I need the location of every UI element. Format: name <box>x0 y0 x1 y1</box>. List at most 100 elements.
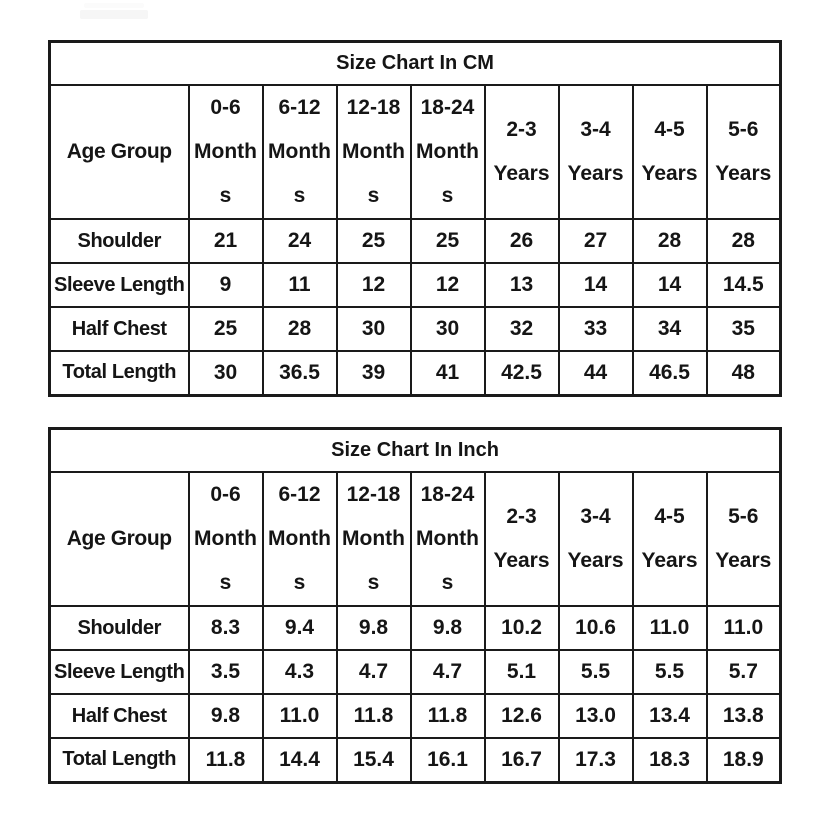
value-cell: 14 <box>557 262 634 308</box>
value-cell: 12 <box>335 262 412 308</box>
column-header: 12-18 Month s <box>335 471 412 607</box>
column-header-label: 5-6 Years <box>715 505 772 572</box>
age-group-header: Age Group <box>48 471 190 607</box>
value-cell: 48 <box>705 350 782 396</box>
value-cell: 39 <box>335 350 412 396</box>
value-cell: 11.8 <box>409 693 486 739</box>
value-cell: 14.4 <box>261 737 338 783</box>
value-cell: 18.9 <box>705 737 782 783</box>
value-cell: 13.4 <box>631 693 708 739</box>
column-header-label: 12-18 Month s <box>342 96 405 207</box>
row-label: Shoulder <box>48 605 190 651</box>
value-cell: 4.7 <box>335 649 412 695</box>
table-body: Shoulder 21 24 25 25 26 27 28 28 Sleeve Length 9 11… <box>48 218 782 396</box>
column-header-label: 5-6 Years <box>715 118 772 185</box>
column-header: 5-6 Years <box>705 84 782 220</box>
column-header-label: 4-5 Years <box>641 118 698 185</box>
value-cell: 13.8 <box>705 693 782 739</box>
table-body: Shoulder 8.3 9.4 9.8 9.8 10.2 10.6 11.0 11.0 Slee… <box>48 605 782 783</box>
value-cell: 17.3 <box>557 737 634 783</box>
column-header: 3-4 Years <box>557 84 634 220</box>
table-title-row: Size Chart In CM <box>48 40 782 86</box>
value-cell: 28 <box>631 218 708 264</box>
value-cell: 44 <box>557 350 634 396</box>
value-cell: 8.3 <box>187 605 264 651</box>
value-cell: 12 <box>409 262 486 308</box>
value-cell: 11.0 <box>631 605 708 651</box>
age-group-header: Age Group <box>48 84 190 220</box>
column-header: 0-6 Month s <box>187 84 264 220</box>
value-cell: 41 <box>409 350 486 396</box>
value-cell: 11.0 <box>261 693 338 739</box>
value-cell: 24 <box>261 218 338 264</box>
value-cell: 21 <box>187 218 264 264</box>
column-header-label: 6-12 Month s <box>268 483 331 594</box>
column-header-label: 0-6 Month s <box>194 96 257 207</box>
column-header: 4-5 Years <box>631 84 708 220</box>
table-row: Half Chest 25 28 30 30 32 33 34 35 <box>48 306 782 352</box>
value-cell: 25 <box>335 218 412 264</box>
value-cell: 25 <box>409 218 486 264</box>
watermark-badge-top <box>84 3 144 8</box>
value-cell: 9.8 <box>409 605 486 651</box>
column-header: 5-6 Years <box>705 471 782 607</box>
value-cell: 30 <box>187 350 264 396</box>
table-row: Shoulder 21 24 25 25 26 27 28 28 <box>48 218 782 264</box>
column-header: 3-4 Years <box>557 471 634 607</box>
header-row: Age Group 0-6 Month s 6-12 Month s 12-18 Mo… <box>48 84 782 220</box>
value-cell: 15.4 <box>335 737 412 783</box>
value-cell: 11.8 <box>187 737 264 783</box>
column-header: 18-24 Month s <box>409 471 486 607</box>
value-cell: 27 <box>557 218 634 264</box>
value-cell: 18.3 <box>631 737 708 783</box>
column-header-label: 3-4 Years <box>567 505 624 572</box>
table-row: Total Length 30 36.5 39 41 42.5 44 46.5 48 <box>48 350 782 396</box>
column-header-label: 4-5 Years <box>641 505 698 572</box>
value-cell: 13 <box>483 262 560 308</box>
value-cell: 11.8 <box>335 693 412 739</box>
row-label: Shoulder <box>48 218 190 264</box>
value-cell: 30 <box>409 306 486 352</box>
column-header-label: 3-4 Years <box>567 118 624 185</box>
row-label: Total Length <box>48 737 190 783</box>
value-cell: 28 <box>261 306 338 352</box>
column-header-label: 18-24 Month s <box>416 483 479 594</box>
column-header-label: 2-3 Years <box>493 118 550 185</box>
value-cell: 35 <box>705 306 782 352</box>
value-cell: 30 <box>335 306 412 352</box>
value-cell: 5.5 <box>631 649 708 695</box>
value-cell: 11.0 <box>705 605 782 651</box>
table-title-row: Size Chart In Inch <box>48 427 782 473</box>
value-cell: 16.7 <box>483 737 560 783</box>
row-label: Half Chest <box>48 306 190 352</box>
value-cell: 32 <box>483 306 560 352</box>
value-cell: 9.4 <box>261 605 338 651</box>
table-row: Shoulder 8.3 9.4 9.8 9.8 10.2 10.6 11.0 11.0 <box>48 605 782 651</box>
row-label: Half Chest <box>48 693 190 739</box>
size-chart-cm-table: Size Chart In CM Age Group 0-6 Month s 6-1… <box>48 40 783 397</box>
column-header: 2-3 Years <box>483 471 560 607</box>
column-header-label: 0-6 Month s <box>194 483 257 594</box>
value-cell: 9.8 <box>335 605 412 651</box>
value-cell: 25 <box>187 306 264 352</box>
value-cell: 26 <box>483 218 560 264</box>
row-label: Sleeve Length <box>48 262 190 308</box>
table-title: Size Chart In CM <box>48 40 782 86</box>
value-cell: 16.1 <box>409 737 486 783</box>
value-cell: 4.3 <box>261 649 338 695</box>
value-cell: 5.7 <box>705 649 782 695</box>
value-cell: 28 <box>705 218 782 264</box>
table-row: Sleeve Length 3.5 4.3 4.7 4.7 5.1 5.5 5.5 5.7 <box>48 649 782 695</box>
value-cell: 14 <box>631 262 708 308</box>
column-header-label: 6-12 Month s <box>268 96 331 207</box>
value-cell: 3.5 <box>187 649 264 695</box>
table-title: Size Chart In Inch <box>48 427 782 473</box>
watermark-badge <box>80 10 148 19</box>
value-cell: 9 <box>187 262 264 308</box>
column-header-label: 18-24 Month s <box>416 96 479 207</box>
table-row: Half Chest 9.8 11.0 11.8 11.8 12.6 13.0 13.4 13.… <box>48 693 782 739</box>
value-cell: 36.5 <box>261 350 338 396</box>
value-cell: 42.5 <box>483 350 560 396</box>
